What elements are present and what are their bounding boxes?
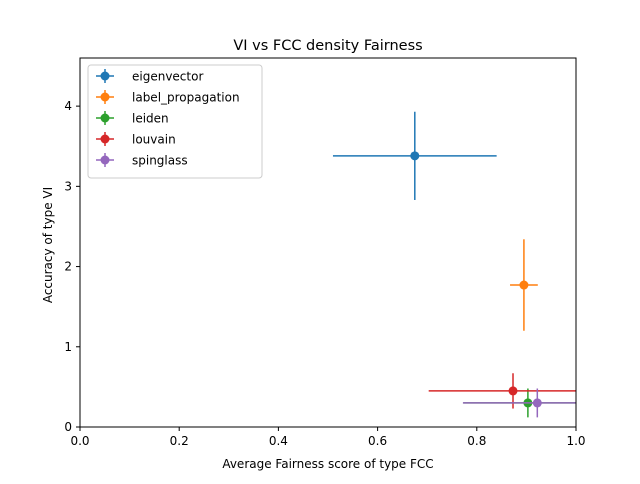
- x-tick-label: 0.2: [170, 434, 189, 448]
- legend-label: leiden: [132, 112, 169, 126]
- legend-marker: [100, 92, 110, 102]
- y-tick-label: 0: [64, 420, 72, 434]
- marker: [410, 151, 420, 161]
- marker: [508, 386, 518, 396]
- data-point-eigenvector: [332, 111, 497, 200]
- legend-label: eigenvector: [132, 70, 203, 84]
- x-tick-label: 0.6: [368, 434, 387, 448]
- marker: [519, 280, 529, 290]
- x-axis-label: Average Fairness score of type FCC: [222, 457, 433, 471]
- legend-marker: [100, 113, 110, 123]
- legend-label: label_propagation: [132, 91, 240, 105]
- y-tick-label: 2: [64, 260, 72, 274]
- y-tick-label: 4: [64, 99, 72, 113]
- data-point-label_propagation: [510, 239, 538, 331]
- legend-label: louvain: [132, 133, 176, 147]
- legend-entry-leiden: leiden: [96, 111, 169, 126]
- y-tick-label: 1: [64, 340, 72, 354]
- x-tick-label: 0.0: [70, 434, 89, 448]
- legend-entry-eigenvector: eigenvector: [96, 69, 203, 84]
- legend-marker: [100, 71, 110, 81]
- x-tick-label: 0.4: [269, 434, 288, 448]
- legend-entry-louvain: louvain: [96, 132, 176, 147]
- data-points: [332, 111, 576, 418]
- marker: [532, 398, 542, 408]
- chart-title: VI vs FCC density Fairness: [233, 38, 422, 54]
- x-tick-label: 0.8: [467, 434, 486, 448]
- legend-box: [87, 64, 263, 179]
- y-axis-label: Accuracy of type VI: [41, 187, 55, 303]
- x-tick-label: 1.0: [566, 434, 585, 448]
- legend-marker: [100, 134, 110, 144]
- plot-area: 0.0 0.2 0.4 0.6 0.8 1.0 0 1 2 3 4: [64, 57, 586, 448]
- legend-entry-label_propagation: label_propagation: [96, 90, 240, 105]
- data-point-spinglass: [462, 388, 576, 418]
- y-tick-label: 3: [64, 179, 72, 193]
- legend-marker: [100, 155, 110, 165]
- legend-label: spinglass: [132, 154, 188, 168]
- legend-entry-spinglass: spinglass: [96, 153, 188, 168]
- axes-frame: [79, 57, 577, 428]
